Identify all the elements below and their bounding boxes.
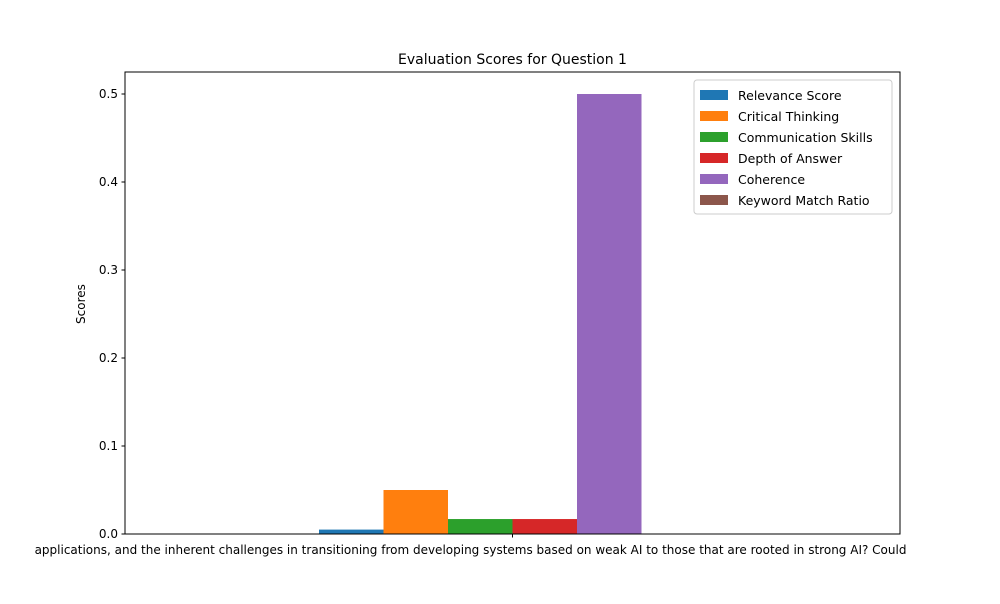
x-tick-label: applications, and the inherent challenge… [35,543,907,557]
bar-critical-thinking [383,490,448,534]
legend-label: Coherence [738,172,805,187]
y-axis-label: Scores [74,284,88,324]
bar-coherence [577,94,642,534]
bar-communication-skills [448,519,513,534]
y-tick-label: 0.2 [99,351,118,365]
x-ticks-group: applications, and the inherent challenge… [35,534,907,557]
y-tick-label: 0.1 [99,439,118,453]
bars-group [319,94,642,534]
plot-frame [124,71,901,535]
y-ticks-group: 0.0 0.1 0.2 0.3 0.4 0.5 [99,87,125,541]
legend-swatch [700,132,728,142]
chart-title: Evaluation Scores for Question 1 [398,52,627,68]
legend-swatch [700,174,728,184]
y-tick-label: 0.4 [99,175,118,189]
legend-label: Communication Skills [738,130,873,145]
y-tick-label: 0.0 [99,527,118,541]
legend-frame [693,79,893,215]
legend-label: Critical Thinking [738,109,839,124]
bar-relevance-score [319,529,384,534]
legend-label: Keyword Match Ratio [738,193,870,208]
bar-depth-of-answer [512,519,577,534]
y-tick-label: 0.3 [99,263,118,277]
legend-label: Relevance Score [738,88,842,103]
y-tick-label: 0.5 [99,87,118,101]
legend-swatch [700,90,728,100]
legend-swatch [700,195,728,205]
legend-swatch [700,153,728,163]
legend-label: Depth of Answer [738,151,843,166]
legend-swatch [700,111,728,121]
legend: Relevance Score Critical Thinking Communic… [693,79,893,215]
